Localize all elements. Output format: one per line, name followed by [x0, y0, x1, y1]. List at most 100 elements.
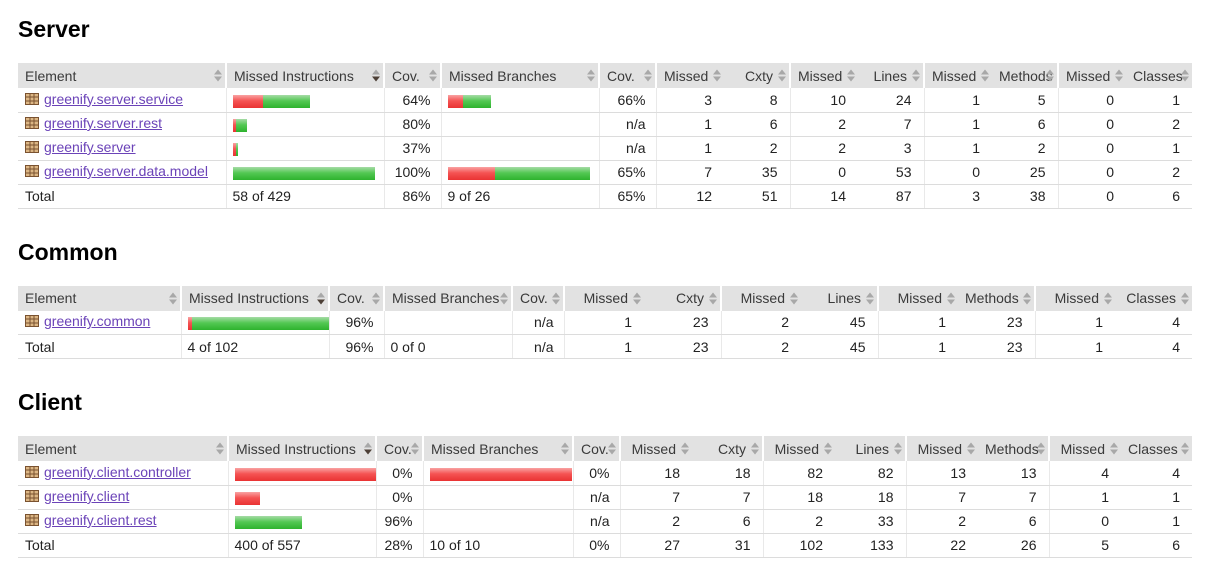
column-header-missed-branches[interactable]: Missed Branches — [384, 285, 513, 311]
lines: 24 — [858, 88, 925, 113]
missed-classes: 0 — [1058, 136, 1126, 161]
column-header-missed-branches[interactable]: Missed Branches — [423, 436, 574, 461]
column-header-classes[interactable]: Classes — [1115, 285, 1192, 311]
table-row: greenify.server.rest 80% n/a 1 6 2 7 1 6… — [18, 112, 1192, 137]
column-header-cov[interactable]: Cov. — [573, 436, 621, 461]
coverage-bar — [232, 118, 247, 132]
sort-desc-icon — [363, 442, 372, 455]
column-header-missed[interactable]: Missed — [906, 436, 978, 461]
missed-cxty: 27 — [620, 533, 692, 558]
methods: 26 — [978, 533, 1050, 558]
column-header-cxty[interactable]: Cxty — [724, 63, 791, 88]
table-row: greenify.client.controller 0% 0% 18 18 8… — [18, 461, 1192, 486]
sort-icon — [586, 69, 595, 82]
column-header-methods[interactable]: Methods — [992, 63, 1059, 88]
column-header-missed[interactable]: Missed — [763, 436, 835, 461]
coverage-bar — [234, 515, 302, 529]
element-cell: greenify.server.rest — [18, 112, 227, 137]
missed-lines: 2 — [763, 509, 835, 534]
column-header-missed[interactable]: Missed — [878, 285, 958, 311]
package-link[interactable]: greenify.server.service — [44, 90, 184, 107]
cxty: 51 — [724, 184, 791, 209]
column-header-missed-instructions[interactable]: Missed Instructions — [228, 436, 377, 461]
missed-methods: 1 — [924, 88, 992, 113]
missed-lines: 14 — [790, 184, 858, 209]
classes: 2 — [1126, 112, 1192, 137]
package-link[interactable]: greenify.server.data.model — [44, 163, 208, 179]
lines: 87 — [858, 184, 925, 209]
column-header-missed-branches[interactable]: Missed Branches — [441, 63, 600, 88]
column-header-lines[interactable]: Lines — [858, 63, 925, 88]
column-header-missed[interactable]: Missed — [721, 285, 801, 311]
column-header-missed[interactable]: Missed — [924, 63, 992, 88]
column-header-missed[interactable]: Missed — [1049, 436, 1121, 461]
column-header-classes[interactable]: Classes — [1121, 436, 1192, 461]
branch-coverage: 0% — [573, 461, 621, 486]
cxty: 2 — [724, 136, 791, 161]
missed-methods: 13 — [906, 461, 978, 486]
instruction-coverage: 37% — [384, 136, 442, 161]
package-link[interactable]: greenify.client.controller — [44, 463, 191, 480]
column-header-missed[interactable]: Missed — [620, 436, 692, 461]
column-header-cov[interactable]: Cov. — [329, 285, 385, 311]
column-header-cov[interactable]: Cov. — [384, 63, 442, 88]
column-header-element[interactable]: Element — [18, 436, 229, 461]
column-header-lines[interactable]: Lines — [801, 285, 879, 311]
methods: 23 — [958, 334, 1036, 359]
classes: 4 — [1115, 310, 1192, 335]
lines: 45 — [801, 334, 879, 359]
column-header-methods[interactable]: Methods — [978, 436, 1050, 461]
column-header-missed[interactable]: Missed — [790, 63, 858, 88]
missed-classes: 0 — [1058, 112, 1126, 137]
column-header-missed-instructions[interactable]: Missed Instructions — [226, 63, 385, 88]
column-header-cov[interactable]: Cov. — [599, 63, 657, 88]
column-header-cxty[interactable]: Cxty — [692, 436, 764, 461]
package-link[interactable]: greenify.server — [44, 139, 136, 155]
branch-coverage: 66% — [599, 88, 657, 113]
total-branch-coverage: 65% — [599, 184, 657, 209]
table-row: greenify.client.rest 96% n/a 2 6 2 33 2 … — [18, 509, 1192, 534]
column-header-cxty[interactable]: Cxty — [644, 285, 722, 311]
total-instruction-coverage: 86% — [384, 184, 442, 209]
column-header-missed[interactable]: Missed — [656, 63, 724, 88]
missed-lines: 10 — [790, 88, 858, 113]
missed-classes: 0 — [1058, 160, 1126, 185]
column-header-cov[interactable]: Cov. — [512, 285, 565, 311]
sort-icon — [632, 292, 641, 305]
total-row: Total 4 of 102 96% 0 of 0 n/a 1 23 2 45 … — [18, 334, 1192, 359]
cxty: 23 — [644, 334, 722, 359]
sort-icon — [823, 442, 832, 455]
column-header-classes[interactable]: Classes — [1126, 63, 1192, 88]
missed-cxty: 1 — [656, 112, 724, 137]
missed-lines: 102 — [763, 533, 835, 558]
package-link[interactable]: greenify.client — [44, 488, 130, 504]
sort-icon — [1109, 442, 1118, 455]
column-header-lines[interactable]: Lines — [835, 436, 907, 461]
column-header-cov[interactable]: Cov. — [376, 436, 424, 461]
missed-methods: 0 — [924, 160, 992, 185]
package-link[interactable]: greenify.common — [44, 313, 151, 330]
missed-classes: 0 — [1049, 509, 1121, 534]
cxty: 18 — [692, 461, 764, 486]
missed-methods: 1 — [924, 136, 992, 161]
package-link[interactable]: greenify.server.rest — [44, 115, 163, 131]
package-link[interactable]: greenify.client.rest — [44, 512, 157, 528]
cxty: 35 — [724, 160, 791, 185]
instruction-coverage: 64% — [384, 88, 442, 113]
column-header-missed-instructions[interactable]: Missed Instructions — [181, 285, 330, 311]
missed-cxty: 1 — [564, 334, 644, 359]
column-header-missed[interactable]: Missed — [1035, 285, 1115, 311]
column-header-missed[interactable]: Missed — [1058, 63, 1126, 88]
methods: 2 — [992, 136, 1059, 161]
coverage-table-client: Element Missed Instructions Cov. Missed … — [18, 436, 1192, 558]
column-header-element[interactable]: Element — [18, 63, 227, 88]
column-header-element[interactable]: Element — [18, 285, 182, 311]
sort-icon — [499, 292, 508, 305]
sort-icon — [1180, 292, 1189, 305]
column-header-missed[interactable]: Missed — [564, 285, 644, 311]
total-row: Total 58 of 429 86% 9 of 26 65% 12 51 14… — [18, 184, 1192, 209]
instruction-coverage: 100% — [384, 160, 442, 185]
classes: 4 — [1115, 334, 1192, 359]
column-header-methods[interactable]: Methods — [958, 285, 1036, 311]
section-title: Client — [18, 389, 82, 415]
